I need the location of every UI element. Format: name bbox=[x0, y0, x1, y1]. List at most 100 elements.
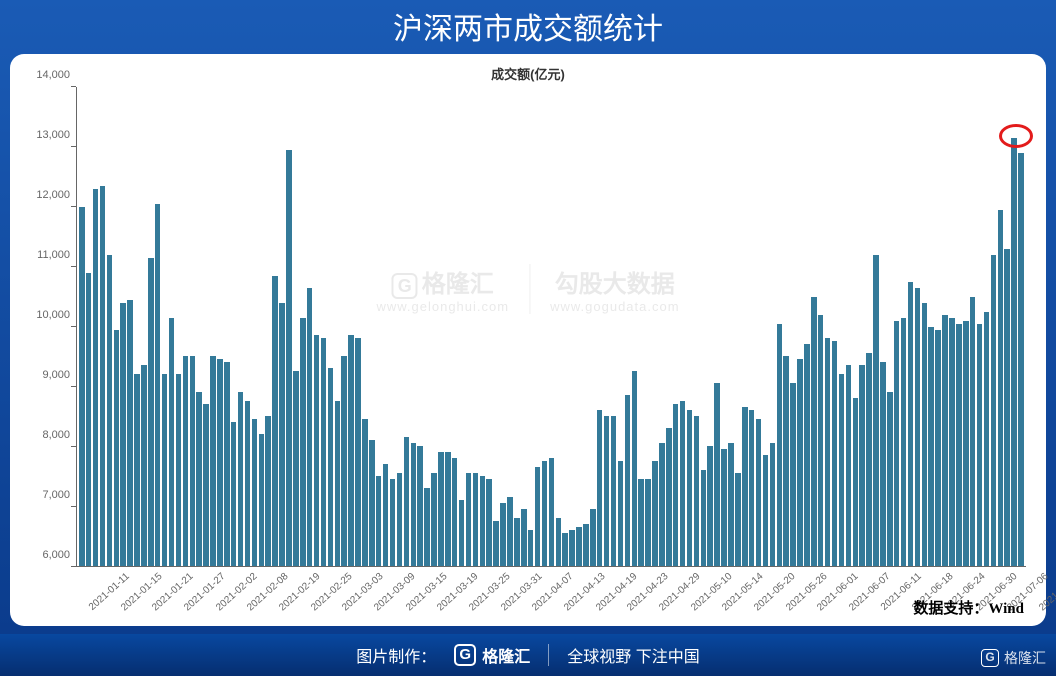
y-tick-label: 8,000 bbox=[42, 429, 70, 441]
chart-bar bbox=[707, 446, 713, 566]
chart-bar bbox=[238, 392, 244, 566]
y-tick-label: 10,000 bbox=[36, 309, 70, 321]
y-tick-label: 13,000 bbox=[36, 129, 70, 141]
chart-bar bbox=[1004, 249, 1010, 566]
chart-bar bbox=[894, 321, 900, 566]
chart-bar bbox=[915, 288, 921, 566]
chart-bar bbox=[445, 452, 451, 566]
chart-bar bbox=[411, 443, 417, 566]
chart-bar bbox=[348, 335, 354, 566]
chart-bar bbox=[583, 524, 589, 566]
chart-bar bbox=[231, 422, 237, 566]
chart-bar bbox=[811, 297, 817, 566]
chart-bar bbox=[93, 189, 99, 566]
y-tick-label: 14,000 bbox=[36, 69, 70, 81]
chart-bar bbox=[355, 338, 361, 566]
chart-bar bbox=[790, 383, 796, 566]
chart-bar bbox=[210, 356, 216, 566]
chart-bar bbox=[597, 410, 603, 566]
chart-bar bbox=[459, 500, 465, 566]
chart-bar bbox=[162, 374, 168, 566]
chart-bar bbox=[880, 362, 886, 566]
chart-bar bbox=[383, 464, 389, 566]
chart-bar bbox=[417, 446, 423, 566]
chart-bar bbox=[341, 356, 347, 566]
chart-bar bbox=[763, 455, 769, 566]
chart-bar bbox=[632, 371, 638, 566]
chart-bar bbox=[272, 276, 278, 566]
chart-bar bbox=[694, 416, 700, 566]
chart-bar bbox=[107, 255, 113, 566]
chart-bar bbox=[728, 443, 734, 566]
chart-card: 成交额(亿元) 6,0007,0008,0009,00010,00011,000… bbox=[10, 54, 1046, 626]
chart-bar bbox=[901, 318, 907, 566]
chart-bar bbox=[473, 473, 479, 566]
chart-bar bbox=[79, 207, 85, 566]
footer-bar: 图片制作： G 格隆汇 全球视野 下注中国 bbox=[0, 634, 1056, 676]
chart-bar bbox=[217, 359, 223, 566]
chart-bar bbox=[783, 356, 789, 566]
chart-bar bbox=[666, 428, 672, 566]
data-source-label: 数据支持：Wind bbox=[913, 597, 1024, 618]
chart-bar bbox=[245, 401, 251, 566]
chart-bar bbox=[963, 321, 969, 566]
chart-bar bbox=[279, 303, 285, 566]
chart-bar bbox=[203, 404, 209, 566]
chart-bar bbox=[286, 150, 292, 566]
chart-bar bbox=[514, 518, 520, 566]
chart-bar bbox=[832, 341, 838, 566]
chart-bar bbox=[638, 479, 644, 566]
chart-bar bbox=[148, 258, 154, 566]
chart-bar bbox=[424, 488, 430, 566]
chart-bar bbox=[756, 419, 762, 566]
chart-bar bbox=[777, 324, 783, 566]
chart-bar bbox=[535, 467, 541, 566]
chart-bar bbox=[300, 318, 306, 566]
footer-separator bbox=[548, 644, 549, 666]
chart-bar bbox=[859, 365, 865, 566]
chart-bar bbox=[590, 509, 596, 566]
y-tick-label: 7,000 bbox=[42, 489, 70, 501]
chart-bar bbox=[721, 449, 727, 566]
chart-bar bbox=[259, 434, 265, 566]
chart-bar bbox=[701, 470, 707, 566]
chart-bar bbox=[114, 330, 120, 567]
y-tick-label: 6,000 bbox=[42, 549, 70, 561]
chart-bar bbox=[321, 338, 327, 566]
chart-bar bbox=[265, 416, 271, 566]
chart-bar bbox=[493, 521, 499, 566]
chart-bar bbox=[397, 473, 403, 566]
chart-bar bbox=[984, 312, 990, 566]
chart-bar bbox=[853, 398, 859, 566]
chart-bar bbox=[120, 303, 126, 566]
chart-bar bbox=[549, 458, 555, 566]
bars-region bbox=[76, 87, 1026, 567]
chart-bar bbox=[169, 318, 175, 566]
chart-bar bbox=[190, 356, 196, 566]
chart-bar bbox=[714, 383, 720, 566]
footer-credit-label: 图片制作： bbox=[356, 643, 436, 667]
chart-bar bbox=[928, 327, 934, 567]
chart-bar bbox=[562, 533, 568, 566]
plot-area: 6,0007,0008,0009,00010,00011,00012,00013… bbox=[24, 87, 1032, 567]
chart-bar bbox=[611, 416, 617, 566]
chart-bar bbox=[735, 473, 741, 566]
chart-bar bbox=[680, 401, 686, 566]
chart-bar bbox=[293, 371, 299, 566]
chart-bar bbox=[569, 530, 575, 566]
chart-bar bbox=[314, 335, 320, 566]
chart-bar bbox=[825, 338, 831, 566]
chart-bar bbox=[818, 315, 824, 566]
chart-bar bbox=[998, 210, 1004, 566]
chart-bar bbox=[176, 374, 182, 566]
chart-bar bbox=[466, 473, 472, 566]
chart-bar bbox=[742, 407, 748, 566]
chart-bar bbox=[797, 359, 803, 566]
chart-bar bbox=[480, 476, 486, 566]
y-tick-label: 11,000 bbox=[37, 249, 70, 261]
chart-bar bbox=[618, 461, 624, 566]
chart-bar bbox=[556, 518, 562, 566]
chart-bar bbox=[804, 344, 810, 566]
chart-bar bbox=[887, 392, 893, 566]
chart-bar bbox=[521, 509, 527, 566]
